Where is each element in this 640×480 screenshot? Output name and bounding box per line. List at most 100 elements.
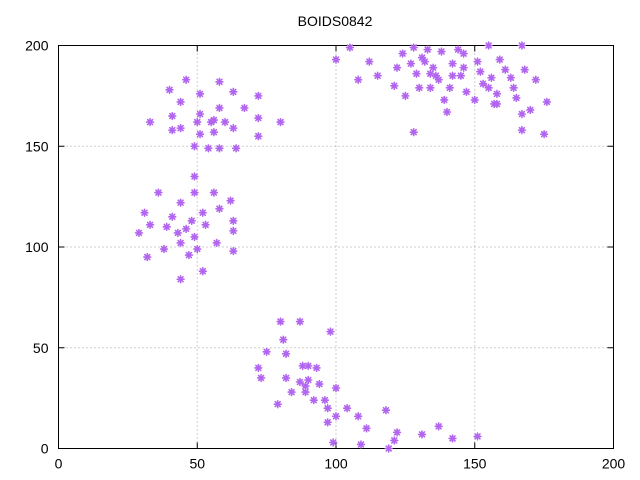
data-point — [520, 65, 529, 74]
data-point — [312, 363, 321, 373]
data-point — [448, 59, 457, 68]
data-point — [231, 144, 241, 153]
data-point — [442, 107, 452, 117]
data-point — [173, 228, 183, 238]
data-point — [526, 105, 535, 115]
x-tick-label: 50 — [189, 456, 205, 472]
data-point — [484, 41, 493, 50]
data-point — [212, 238, 221, 248]
y-tick-label: 50 — [33, 340, 49, 356]
data-point — [176, 238, 185, 248]
data-point — [448, 71, 457, 80]
data-point — [431, 71, 441, 80]
data-point — [204, 144, 213, 153]
data-point — [440, 95, 449, 105]
data-point — [301, 381, 310, 391]
data-point — [409, 43, 418, 52]
data-point — [295, 317, 305, 326]
data-point — [301, 387, 310, 397]
data-point — [428, 63, 438, 72]
x-tick-label: 0 — [55, 456, 63, 472]
data-point — [398, 49, 407, 58]
data-point — [326, 327, 335, 336]
y-tick-label: 100 — [25, 239, 49, 255]
data-point — [478, 79, 488, 88]
data-point — [434, 75, 443, 84]
data-point — [145, 220, 155, 230]
data-point — [417, 430, 427, 439]
data-point — [448, 434, 457, 443]
data-point — [381, 406, 391, 415]
data-point — [279, 335, 288, 344]
data-point — [190, 172, 199, 181]
chart-title: BOIDS0842 — [298, 13, 373, 29]
data-point — [190, 232, 199, 242]
data-point — [140, 208, 149, 217]
data-point — [345, 43, 355, 52]
data-point — [143, 252, 152, 262]
data-point — [539, 129, 549, 139]
data-point — [298, 361, 307, 371]
data-point — [256, 373, 266, 383]
data-point — [437, 47, 446, 56]
data-point — [134, 228, 144, 238]
data-point — [492, 99, 502, 109]
data-point — [373, 71, 382, 80]
data-point — [426, 83, 435, 93]
data-point — [392, 428, 402, 437]
data-point — [453, 45, 463, 54]
grid — [58, 45, 614, 449]
data-point — [509, 83, 518, 93]
data-point — [470, 95, 479, 105]
data-point — [384, 444, 393, 453]
data-point — [195, 129, 205, 139]
data-point — [331, 383, 341, 393]
data-point — [181, 224, 191, 234]
data-point — [365, 57, 374, 66]
data-point — [195, 89, 205, 99]
data-point — [495, 55, 504, 64]
x-tick-label: 200 — [602, 456, 626, 472]
data-point — [187, 216, 196, 226]
data-point — [390, 436, 399, 445]
data-point — [195, 109, 205, 119]
data-point — [198, 266, 207, 276]
data-point — [473, 57, 482, 66]
data-point — [276, 117, 285, 127]
x-tick-label: 100 — [324, 456, 348, 472]
data-point — [145, 117, 155, 127]
data-point — [220, 117, 230, 127]
axis-ticks: 0 50 100 150 200 0 50 100 150 200 — [25, 38, 625, 472]
data-point — [456, 71, 466, 80]
data-point — [209, 115, 219, 125]
data-point — [198, 208, 207, 217]
data-point — [215, 103, 224, 113]
data-point — [484, 83, 493, 93]
data-point — [542, 97, 552, 107]
data-point — [331, 55, 341, 64]
data-point — [517, 125, 527, 135]
data-point — [392, 63, 402, 72]
data-point — [323, 418, 332, 427]
data-point — [240, 103, 249, 113]
data-point — [356, 440, 366, 449]
data-point — [320, 395, 330, 405]
data-point — [512, 93, 521, 103]
data-point — [406, 59, 416, 68]
data-point — [362, 424, 371, 433]
data-point — [417, 53, 427, 62]
data-point — [159, 244, 169, 254]
data-point — [226, 196, 235, 205]
data-point — [412, 69, 421, 78]
data-point — [229, 123, 238, 133]
data-point — [262, 347, 271, 356]
data-point — [215, 204, 224, 213]
y-tick-label: 150 — [25, 138, 49, 154]
data-point — [201, 220, 210, 230]
data-point — [315, 379, 324, 389]
data-point — [193, 244, 202, 254]
data-point — [154, 188, 163, 197]
data-point — [165, 85, 174, 95]
data-point — [492, 89, 502, 99]
